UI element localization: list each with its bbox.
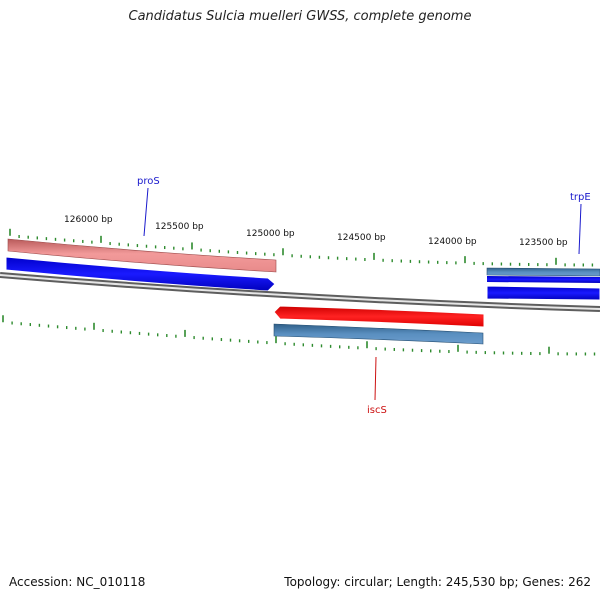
genome-backbone [0,272,600,312]
gene-label-trpE[interactable]: trpE [570,192,591,255]
feature-pink[interactable] [7,238,277,273]
svg-text:iscS: iscS [367,405,387,416]
tick-label: 126000 bp [64,215,113,225]
feature-steel-lower[interactable] [273,323,484,345]
accession-text: Accession: NC_010118 [9,575,146,589]
tick-label: 125000 bp [246,229,295,239]
map-title: Candidatus Sulcia muelleri GWSS, complet… [128,9,472,24]
gene-iscS-arrow[interactable] [273,305,485,328]
feature-steel-right[interactable] [486,267,600,277]
gene-proS-arrow[interactable] [5,256,276,292]
gene-label-iscS[interactable]: iscS [367,356,387,416]
tick-label: 124500 bp [337,233,386,243]
tick-label: 125500 bp [155,222,204,232]
tick-label: 124000 bp [428,237,477,247]
genome-stats-text: Topology: circular; Length: 245,530 bp; … [284,575,591,589]
inner-tick-track [2,315,596,356]
gene-trpE-arrow[interactable] [486,276,600,301]
outer-tick-track [9,228,594,267]
tick-label: 123500 bp [519,238,568,248]
svg-text:trpE: trpE [570,192,591,203]
gene-label-proS[interactable]: proS [137,176,160,237]
svg-text:proS: proS [137,176,160,187]
